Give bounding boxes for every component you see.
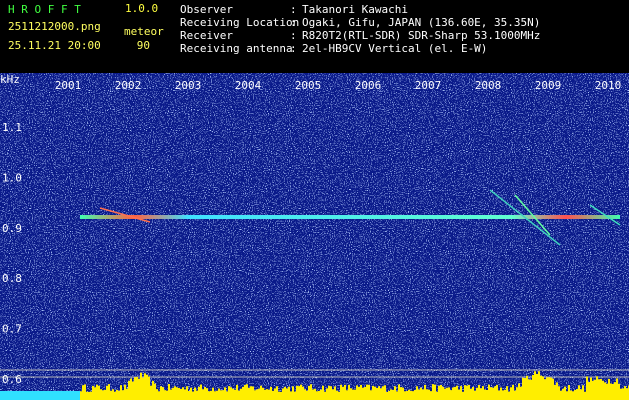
count: 90 [137,39,150,52]
freq-label: 0.9 [2,222,22,235]
file-name: 2511212000.png [8,20,101,33]
info-value: Ogaki, Gifu, JAPAN (136.60E, 35.35N) [302,16,540,29]
time-label: 2004 [235,79,262,92]
time-label: 2009 [535,79,562,92]
freq-label: 1.0 [2,171,22,184]
meteor-echo [589,204,621,226]
time-label: 2007 [415,79,442,92]
app-name: H R O F F T [8,3,81,16]
time-label: 2003 [175,79,202,92]
power-profile [80,371,629,400]
mode: meteor [124,25,164,38]
freq-label: 0.8 [2,272,22,285]
info-value: Takanori Kawachi [302,3,408,16]
info-separator: : [290,16,297,29]
info-separator: : [290,42,297,55]
meteor-echo [99,207,151,223]
time-label: 2006 [355,79,382,92]
info-label: Receiver [180,29,233,42]
version: 1.0.0 [125,2,158,15]
time-label: 2002 [115,79,142,92]
spectrogram-noise [0,73,629,400]
unit-label: kHz [0,73,20,86]
freq-label: 1.1 [2,121,22,134]
info-separator: : [290,3,297,16]
freq-label: 0.6 [2,373,22,386]
time-label: 2005 [295,79,322,92]
info-label: Observer [180,3,233,16]
info-separator: : [290,29,297,42]
info-label: Receiving antenna [180,42,293,55]
info-label: Receiving Location [180,16,299,29]
time-label: 2001 [55,79,82,92]
info-value: 2el-HB9CV Vertical (el. E-W) [302,42,487,55]
meteor-echo [514,194,551,236]
time-label: 2008 [475,79,502,92]
carrier-trace [80,215,620,219]
cyan-base [0,391,80,400]
meteor-echo [489,189,561,246]
time-label: 2010 [595,79,622,92]
info-value: R820T2(RTL-SDR) SDR-Sharp 53.1000MHz [302,29,540,42]
datetime: 25.11.21 20:00 [8,39,101,52]
freq-label: 0.7 [2,323,22,336]
